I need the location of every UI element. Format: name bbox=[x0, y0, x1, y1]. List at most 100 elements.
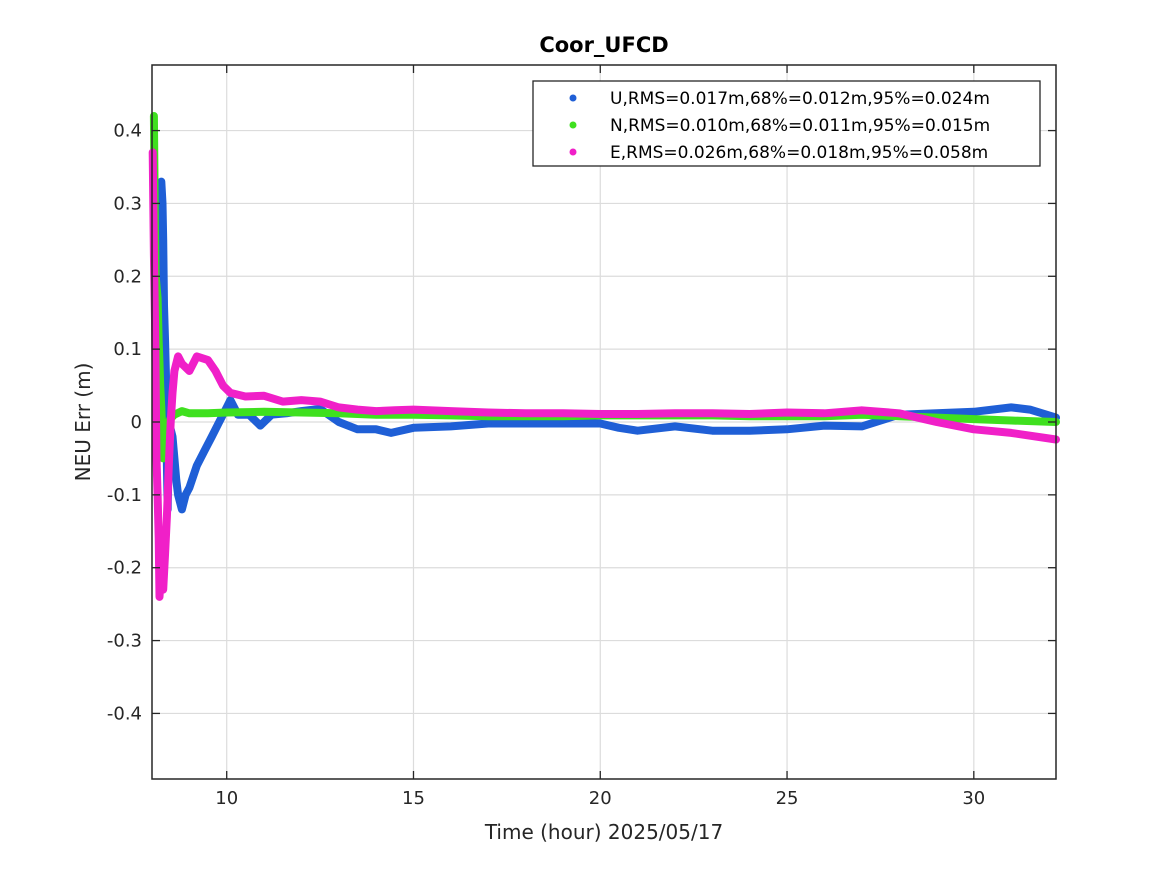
data-point bbox=[178, 506, 186, 513]
x-axis-label: Time (hour) 2025/05/17 bbox=[484, 820, 723, 844]
series-layer bbox=[148, 112, 1060, 601]
data-point bbox=[204, 410, 212, 417]
data-point bbox=[858, 407, 865, 414]
data-point bbox=[746, 410, 753, 418]
legend-label: E,RMS=0.026m,68%=0.018m,95%=0.058m bbox=[610, 143, 988, 163]
x-tick-label: 30 bbox=[962, 788, 985, 809]
ticks: 10 15 20 25 30 -0.4 -0.3 -0.2 -0.1 0 0.1 0.2 0.3 0.4 bbox=[107, 65, 1056, 809]
data-point bbox=[165, 462, 172, 469]
data-point bbox=[783, 426, 791, 433]
data-point bbox=[174, 491, 182, 499]
data-point bbox=[219, 382, 227, 389]
legend-box bbox=[532, 80, 1041, 167]
legend-label: N,RMS=0.010m,68%=0.011m,95%=0.015m bbox=[610, 116, 990, 136]
data-point bbox=[709, 427, 716, 434]
data-point bbox=[163, 382, 170, 389]
data-point bbox=[387, 429, 395, 437]
data-point bbox=[316, 398, 324, 405]
y-tick-label: -0.2 bbox=[107, 558, 142, 579]
legend: U,RMS=0.017m,68%=0.012m,95%=0.024m N,RMS=… bbox=[532, 80, 1041, 167]
legend-label: U,RMS=0.017m,68%=0.012m,95%=0.024m bbox=[610, 89, 990, 109]
data-point bbox=[201, 447, 208, 455]
data-point bbox=[298, 409, 305, 416]
data-point bbox=[634, 427, 641, 434]
y-tick-label: -0.3 bbox=[107, 631, 142, 652]
data-point bbox=[970, 408, 977, 415]
data-point bbox=[160, 236, 167, 244]
chart-title: Coor_UFCD bbox=[539, 33, 668, 57]
data-point bbox=[858, 423, 865, 430]
data-point bbox=[174, 353, 182, 360]
y-tick-label: 0 bbox=[131, 412, 142, 433]
data-point bbox=[671, 423, 679, 430]
data-point bbox=[178, 360, 186, 367]
data-point bbox=[257, 422, 264, 429]
data-point bbox=[410, 406, 417, 413]
data-point bbox=[298, 396, 305, 404]
data-point bbox=[167, 418, 174, 426]
data-point bbox=[522, 410, 529, 417]
data-point bbox=[970, 415, 977, 423]
data-point bbox=[186, 484, 193, 491]
data-point bbox=[163, 513, 171, 520]
data-point bbox=[160, 586, 167, 593]
legend-marker bbox=[569, 94, 577, 102]
data-point bbox=[227, 389, 234, 397]
data-point bbox=[223, 409, 230, 416]
data-point bbox=[485, 420, 492, 427]
data-point bbox=[895, 410, 903, 417]
data-point bbox=[1008, 429, 1015, 437]
data-point bbox=[160, 302, 168, 309]
data-point bbox=[171, 367, 178, 375]
data-point bbox=[159, 200, 166, 207]
data-point bbox=[597, 410, 604, 418]
data-point bbox=[709, 410, 716, 417]
data-point bbox=[335, 404, 342, 411]
data-point bbox=[335, 410, 342, 417]
series-e bbox=[148, 148, 1060, 601]
data-point bbox=[161, 338, 169, 346]
x-tick-label: 15 bbox=[402, 788, 425, 809]
data-point bbox=[227, 396, 234, 404]
data-point bbox=[354, 406, 361, 413]
data-point bbox=[783, 409, 791, 416]
data-point bbox=[186, 367, 193, 375]
data-point bbox=[1026, 406, 1034, 413]
data-point bbox=[559, 410, 567, 417]
data-point bbox=[182, 491, 189, 499]
data-point bbox=[151, 316, 159, 324]
data-point bbox=[391, 407, 398, 414]
data-point bbox=[485, 409, 492, 416]
y-tick-label: -0.4 bbox=[107, 703, 142, 724]
x-tick-label: 10 bbox=[215, 788, 238, 809]
data-point bbox=[193, 462, 200, 469]
data-point bbox=[410, 424, 417, 431]
data-point bbox=[152, 382, 159, 389]
data-point bbox=[158, 564, 165, 571]
data-point bbox=[178, 407, 186, 415]
data-point bbox=[193, 353, 200, 360]
data-point bbox=[279, 398, 286, 405]
data-point bbox=[208, 433, 215, 440]
data-point bbox=[372, 407, 380, 415]
data-point bbox=[372, 426, 380, 433]
data-point bbox=[212, 367, 219, 375]
data-point bbox=[153, 455, 160, 462]
data-point bbox=[161, 549, 169, 557]
data-point bbox=[242, 393, 249, 400]
x-tick-label: 20 bbox=[589, 788, 612, 809]
data-point bbox=[335, 418, 342, 426]
data-point bbox=[186, 410, 193, 417]
data-point bbox=[216, 418, 223, 426]
data-point bbox=[1008, 417, 1015, 424]
x-tick-label: 25 bbox=[776, 788, 799, 809]
data-point bbox=[821, 422, 828, 429]
data-point bbox=[155, 535, 162, 542]
data-point bbox=[671, 410, 679, 417]
data-point bbox=[158, 178, 165, 185]
data-point bbox=[559, 420, 567, 427]
data-point bbox=[260, 392, 268, 399]
data-point bbox=[354, 426, 361, 433]
data-point bbox=[597, 420, 604, 427]
